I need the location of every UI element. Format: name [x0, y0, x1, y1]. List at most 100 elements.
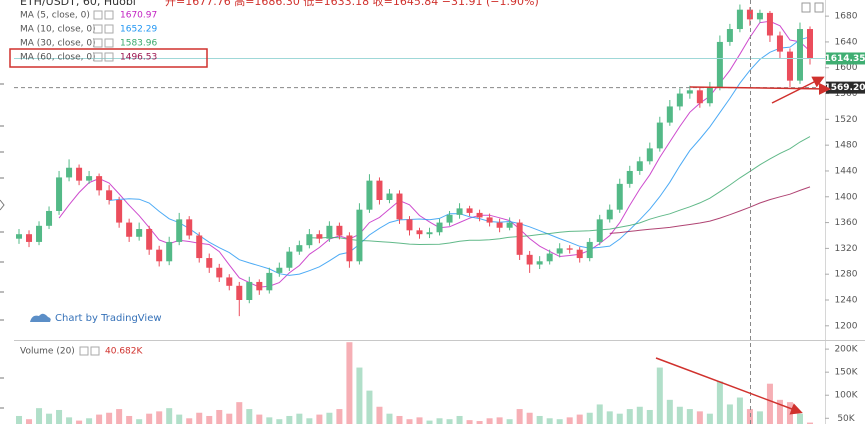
volume-bar	[356, 367, 363, 424]
candle-body	[336, 225, 343, 236]
candle-body	[216, 267, 223, 278]
legend-value: 1496.53	[120, 53, 157, 63]
candle-body	[266, 272, 273, 291]
legend-label: MA (30, close, 0)	[20, 39, 96, 49]
candle-body	[456, 208, 463, 215]
logo	[30, 313, 51, 322]
volume-bar	[596, 404, 603, 424]
candle-body	[566, 248, 573, 250]
volume-bar	[156, 411, 163, 424]
candle-body	[66, 167, 73, 178]
candle-body	[806, 29, 813, 59]
volume-bar	[186, 418, 193, 424]
candle-body	[646, 148, 653, 162]
candle-body	[16, 234, 23, 239]
candle-body	[366, 180, 373, 210]
volume-bar	[406, 419, 413, 424]
candle-body	[166, 241, 173, 262]
candle-body	[246, 281, 253, 300]
volume-bar	[326, 412, 333, 424]
candle-body	[556, 248, 563, 254]
volume-label: Volume (20)	[20, 347, 75, 357]
volume-bar	[96, 414, 103, 424]
ma-line	[309, 136, 811, 246]
candle-body	[136, 229, 143, 237]
icon[interactable]	[801, 2, 811, 13]
volume-bar	[726, 404, 733, 424]
volume-bar	[496, 417, 503, 424]
volume-bar	[16, 415, 23, 424]
volume-bar	[206, 415, 213, 424]
volume-bar	[396, 415, 403, 424]
legend-icon	[93, 10, 103, 20]
volume-bar	[476, 421, 483, 424]
y-tick-label: 1560	[835, 89, 858, 99]
volume-bar	[296, 413, 303, 424]
legend-icon	[93, 52, 103, 62]
price-tag	[826, 81, 865, 94]
volume-bar	[526, 412, 533, 424]
candle-body	[386, 193, 393, 200]
candle-body	[176, 219, 183, 242]
candle-body	[276, 267, 283, 273]
symbol: ETH/USDT, 60, Huobi	[20, 0, 136, 8]
candle-body	[316, 234, 323, 239]
volume-bar	[616, 413, 623, 424]
candle-body	[726, 29, 733, 42]
volume-bar	[466, 420, 473, 424]
candle-body	[636, 161, 643, 171]
candle-body	[526, 254, 533, 265]
candle-body	[236, 285, 243, 300]
candle-body	[686, 90, 693, 94]
legend-value: 1583.96	[120, 39, 157, 49]
ma-line	[58, 20, 811, 288]
candle-body	[116, 200, 123, 223]
candle-body	[426, 232, 433, 235]
volume-bar	[86, 418, 93, 424]
volume-bar	[506, 419, 513, 424]
candle-body	[476, 212, 483, 218]
candle-body	[506, 222, 513, 228]
y-tick-label: 1600	[835, 63, 858, 73]
legend-icon	[90, 346, 100, 356]
candle-body	[796, 29, 803, 81]
candle-body	[106, 190, 113, 200]
volume-bar	[516, 409, 523, 424]
volume-bar	[336, 409, 343, 424]
volume-bar	[706, 413, 713, 424]
legend-label: MA (10, close, 0)	[20, 25, 96, 35]
candle-body	[356, 209, 363, 262]
volume-bar	[746, 409, 753, 424]
candle-body	[126, 222, 133, 237]
candle-body	[676, 93, 683, 107]
volume-pane	[16, 342, 813, 424]
volume-bar	[286, 415, 293, 424]
candle-body	[786, 51, 793, 81]
candle-body	[46, 210, 53, 226]
legend-icon	[93, 24, 103, 34]
legend-value: 1652.29	[120, 25, 157, 35]
candle-body	[26, 234, 33, 242]
candle-body	[656, 122, 663, 149]
candle-body	[196, 235, 203, 259]
volume-bar	[636, 406, 643, 424]
volume-bar	[56, 409, 63, 424]
candle-body	[766, 12, 773, 36]
legend-icon	[79, 346, 89, 356]
candle-body	[96, 176, 103, 191]
candle-body	[396, 193, 403, 220]
icon[interactable]	[814, 2, 824, 13]
candle-body	[56, 177, 63, 211]
candle-body	[186, 219, 193, 236]
left-toolbar	[0, 83, 5, 409]
volume-bar	[606, 411, 613, 424]
volume-bar	[106, 412, 113, 424]
y-tick-label: 1480	[835, 141, 858, 151]
candle-body	[736, 9, 743, 30]
candle-body	[756, 12, 763, 20]
candle-body	[466, 208, 473, 213]
volume-bar	[116, 409, 123, 424]
ohlc: 开=1677.76 高=1686.30 低=1633.18 收=1645.84 …	[165, 0, 539, 8]
volume-bar	[226, 413, 233, 424]
